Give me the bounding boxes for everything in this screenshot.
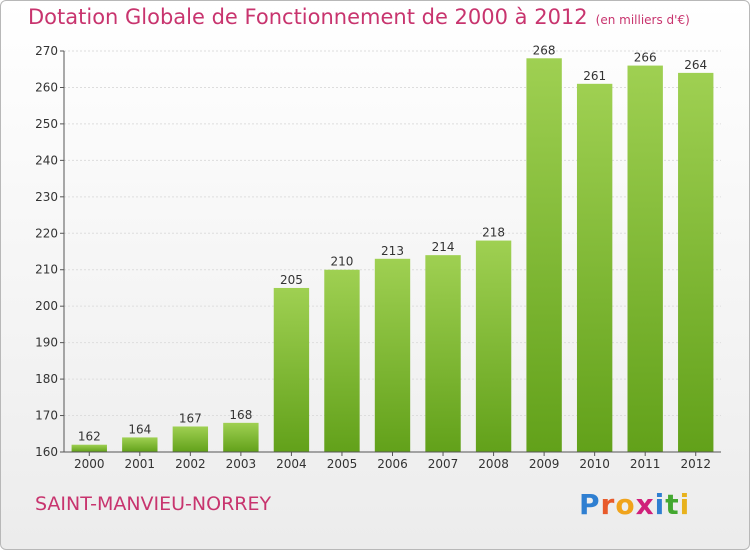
x-tick-label: 2012 (680, 457, 711, 471)
bar-value-label: 266 (634, 51, 657, 65)
y-tick-label: 170 (35, 409, 58, 423)
bar (122, 437, 158, 452)
x-tick-label: 2007 (428, 457, 459, 471)
y-tick-label: 200 (35, 299, 58, 313)
logo-letter: r (600, 488, 616, 521)
bar (223, 422, 259, 452)
x-tick-label: 2009 (529, 457, 560, 471)
y-tick-label: 260 (35, 80, 58, 94)
bar-value-label: 214 (432, 240, 455, 254)
x-tick-label: 2005 (327, 457, 358, 471)
y-tick-label: 250 (35, 117, 58, 131)
bar (475, 240, 512, 452)
x-tick-label: 2002 (175, 457, 206, 471)
x-tick-label: 2008 (478, 457, 509, 471)
chart-title: Dotation Globale de Fonctionnement de 20… (28, 5, 690, 29)
x-tick-label: 2010 (579, 457, 610, 471)
bar-value-label: 213 (381, 244, 404, 258)
bar-value-label: 268 (533, 43, 556, 57)
bar-value-label: 168 (229, 408, 252, 422)
x-tick-label: 2006 (377, 457, 408, 471)
bar (576, 83, 613, 453)
y-tick-label: 270 (35, 44, 58, 58)
bar-value-label: 205 (280, 273, 303, 287)
bar (526, 58, 562, 453)
y-tick-label: 220 (35, 226, 58, 240)
bars: 162 164 167 168 205 210 213 214 218 268 261 266 264 (71, 43, 714, 453)
bar-value-label: 264 (684, 58, 707, 72)
y-tick-label: 230 (35, 190, 58, 204)
proxiti-logo[interactable]: Proxiti (579, 488, 690, 521)
x-tick-label: 2003 (226, 457, 257, 471)
bar-value-label: 218 (482, 226, 505, 240)
logo-letter: x (635, 488, 655, 521)
bar-value-label: 162 (78, 430, 101, 444)
bar (324, 269, 360, 452)
bar (71, 444, 107, 452)
bar (678, 72, 714, 452)
x-tick-label: 2001 (125, 457, 156, 471)
bar-value-label: 164 (128, 422, 151, 436)
logo-letter: i (654, 488, 666, 521)
bar-value-label: 261 (583, 69, 606, 83)
bar (374, 258, 411, 452)
x-tick-label: 2000 (74, 457, 105, 471)
x-tick-label: 2004 (276, 457, 307, 471)
logo-letter: P (579, 488, 601, 521)
y-tick-label: 180 (35, 372, 58, 386)
y-tick-label: 240 (35, 153, 58, 167)
bar (627, 65, 663, 452)
title-unit: (en milliers d'€) (595, 13, 690, 27)
bar-value-label: 210 (331, 255, 354, 269)
y-tick-label: 160 (35, 445, 58, 459)
bar (273, 287, 310, 452)
bar (172, 426, 209, 452)
y-tick-label: 210 (35, 263, 58, 277)
logo-letter: o (615, 488, 636, 521)
bar-value-label: 167 (179, 411, 202, 425)
bar (425, 255, 461, 452)
commune-name: SAINT-MANVIEU-NORREY (35, 493, 272, 515)
x-tick-label: 2011 (630, 457, 661, 471)
y-tick-label: 190 (35, 336, 58, 350)
logo-letter: i (679, 488, 691, 521)
logo-letter: t (665, 488, 680, 521)
axes: 160 170 180 190 200 210 220 230 240 250 260 270 2000… (35, 44, 721, 471)
title-main: Dotation Globale de Fonctionnement de 20… (28, 5, 588, 29)
